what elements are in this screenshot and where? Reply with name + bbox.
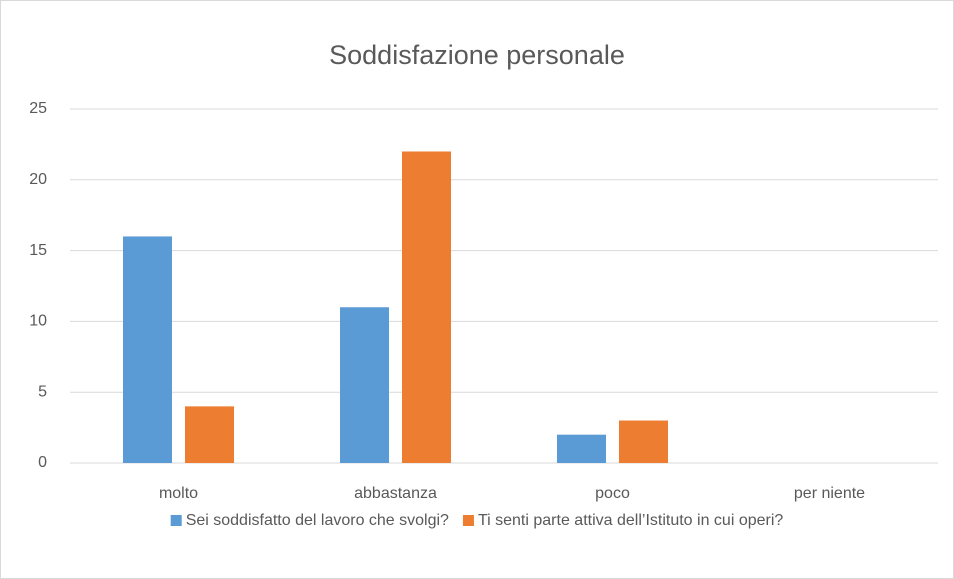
y-tick-label: 5 (38, 383, 47, 400)
y-tick-label: 10 (29, 313, 47, 330)
bar (619, 420, 668, 463)
legend-label: Ti senti parte attiva dell’Istituto in c… (478, 512, 783, 529)
legend-label: Sei soddisfatto del lavoro che svolgi? (186, 512, 449, 529)
x-tick-label: molto (159, 485, 198, 502)
bar (123, 236, 172, 463)
y-tick-label: 15 (29, 242, 47, 259)
y-tick-label: 20 (29, 171, 47, 188)
y-tick-label: 25 (29, 100, 47, 117)
bar (185, 406, 234, 463)
bar (557, 434, 606, 463)
x-tick-label: per niente (794, 485, 865, 502)
legend-swatch (170, 515, 182, 526)
bar (340, 307, 389, 463)
chart-title: Soddisfazione personale (329, 40, 625, 70)
legend-swatch (462, 515, 474, 526)
x-tick-label: abbastanza (354, 485, 437, 502)
y-tick-label: 0 (38, 454, 47, 471)
x-tick-label: poco (595, 485, 630, 502)
bar (402, 151, 451, 464)
